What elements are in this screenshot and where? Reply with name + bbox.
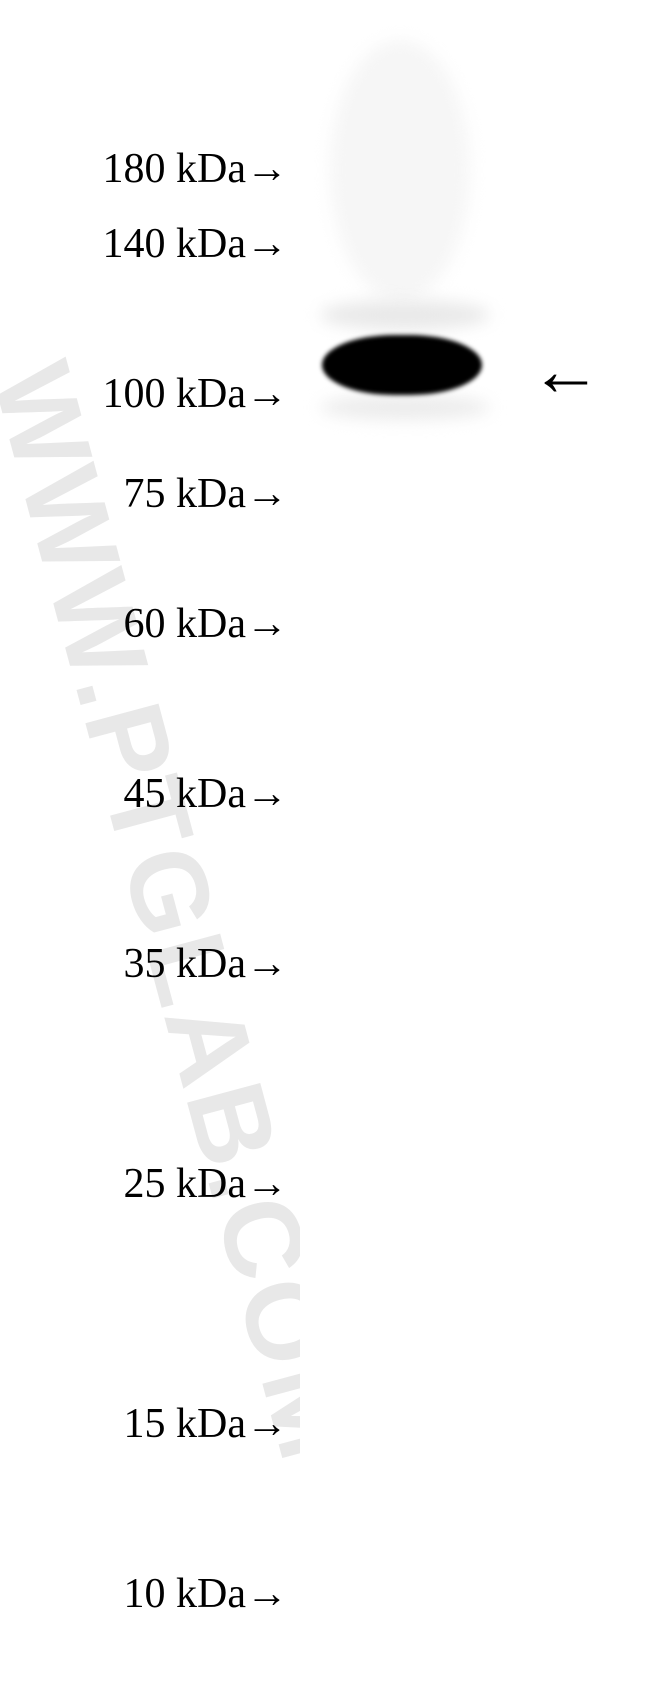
mw-marker-label: 60 kDa→ (124, 600, 288, 648)
lane-smudge (320, 395, 490, 420)
mw-marker-label: 25 kDa→ (124, 1160, 288, 1208)
mw-marker-label: 45 kDa→ (124, 770, 288, 818)
mw-marker-label: 75 kDa→ (124, 470, 288, 518)
western-blot-figure: WWW.PTGLAB.COM ← 180 kDa→140 kDa→100 kDa… (0, 0, 650, 1686)
mw-marker-label: 100 kDa→ (103, 370, 288, 418)
mw-marker-label: 35 kDa→ (124, 940, 288, 988)
mw-marker-label: 140 kDa→ (103, 220, 288, 268)
mw-marker-label: 10 kDa→ (124, 1570, 288, 1618)
protein-band (322, 335, 482, 395)
lane-smudge (330, 40, 470, 300)
mw-marker-label: 15 kDa→ (124, 1400, 288, 1448)
band-indicator-arrow: ← (530, 330, 602, 413)
mw-marker-label: 180 kDa→ (103, 145, 288, 193)
lane-smudge (320, 300, 490, 330)
